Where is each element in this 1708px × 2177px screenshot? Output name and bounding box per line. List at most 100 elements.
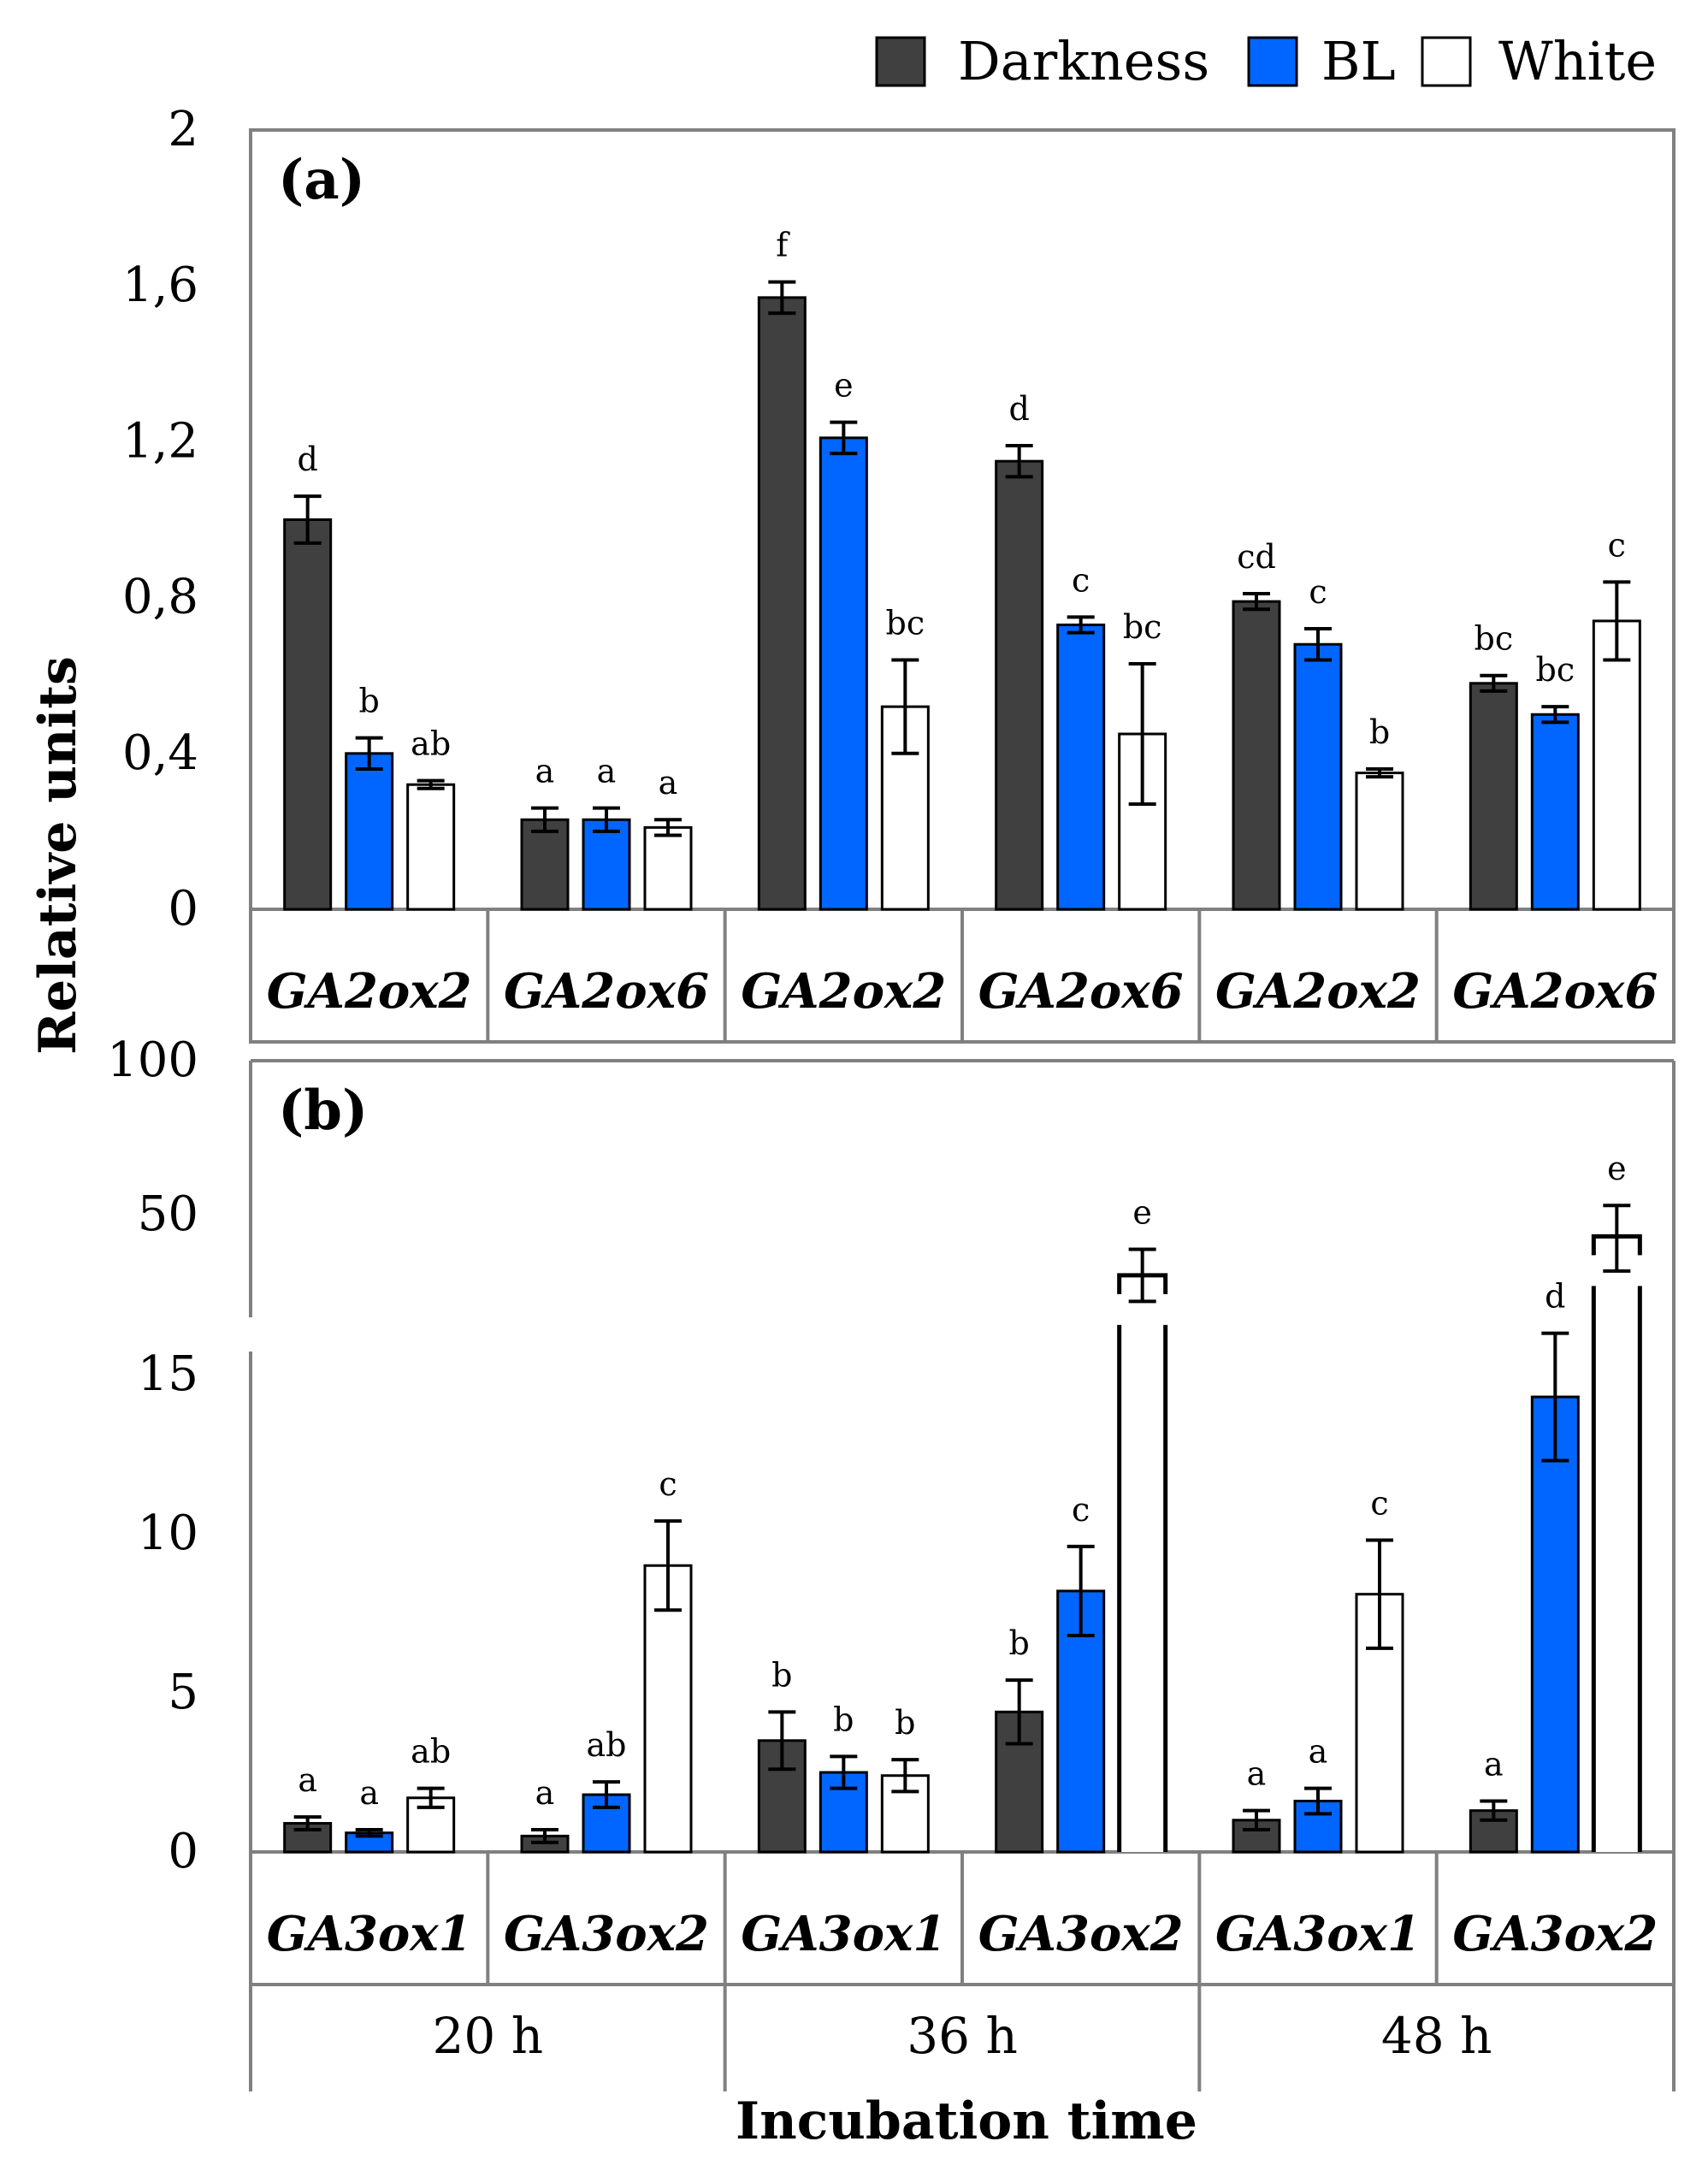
y-tick-label: 50 bbox=[138, 1186, 198, 1242]
gene-label: GA2ox2 bbox=[267, 963, 472, 1020]
significance-label: e bbox=[1132, 1194, 1152, 1232]
bar-darkness bbox=[757, 296, 807, 911]
gene-label: GA3ox1 bbox=[741, 1906, 946, 1962]
y-tick-label: 0 bbox=[168, 881, 198, 937]
y-tick-label: 100 bbox=[107, 1032, 198, 1088]
legend-swatch-bl bbox=[1247, 36, 1298, 87]
time-label: 20 h bbox=[433, 2007, 544, 2065]
gene-label: GA3ox2 bbox=[1452, 1906, 1658, 1962]
bar-darkness bbox=[1469, 682, 1518, 911]
legend-swatch-white bbox=[1421, 36, 1472, 87]
significance-label: bc bbox=[886, 604, 925, 642]
significance-label: e bbox=[1607, 1150, 1627, 1187]
significance-label: b bbox=[1009, 1624, 1030, 1662]
significance-label: bc bbox=[1536, 651, 1575, 689]
significance-label: a bbox=[1484, 1745, 1504, 1783]
significance-label: b bbox=[833, 1701, 854, 1738]
gene-label: GA2ox6 bbox=[978, 963, 1184, 1020]
panel-a-frame bbox=[249, 128, 1675, 1044]
bar-bl bbox=[1056, 623, 1106, 911]
x-axis-title: Incubation time bbox=[736, 2091, 1197, 2151]
bar-darkness bbox=[283, 518, 333, 911]
y-tick-label: 0,4 bbox=[122, 725, 198, 781]
bar-bl bbox=[819, 436, 868, 911]
legend-label-white: White bbox=[1498, 30, 1657, 92]
significance-label: a bbox=[597, 753, 617, 790]
gene-label: GA3ox1 bbox=[267, 1906, 472, 1962]
legend-label-darkness: Darkness bbox=[958, 30, 1209, 92]
time-label: 36 h bbox=[907, 2007, 1018, 2065]
bar-white-lower bbox=[1593, 1286, 1640, 1852]
significance-label: a bbox=[535, 753, 555, 790]
significance-label: a bbox=[298, 1761, 317, 1799]
significance-label: d bbox=[298, 441, 318, 478]
gene-label: GA2ox2 bbox=[1215, 963, 1421, 1020]
legend-label-bl: BL bbox=[1321, 30, 1396, 92]
gene-label: GA2ox6 bbox=[504, 963, 709, 1020]
significance-label: ab bbox=[411, 725, 451, 763]
significance-label: a bbox=[1247, 1755, 1267, 1793]
significance-label: d bbox=[1009, 390, 1030, 428]
significance-label: c bbox=[1309, 573, 1327, 611]
y-tick-label: 15 bbox=[138, 1346, 198, 1402]
bar-bl bbox=[345, 752, 394, 911]
legend-swatch-darkness bbox=[875, 36, 926, 87]
legend: Darkness BL White bbox=[875, 30, 1657, 92]
bar-darkness bbox=[1232, 600, 1281, 911]
bar-white bbox=[643, 825, 693, 911]
bar-bl bbox=[1293, 642, 1343, 911]
bar-darkness bbox=[1469, 1809, 1518, 1854]
bar-bl bbox=[1530, 1395, 1580, 1854]
bar-darkness bbox=[995, 459, 1044, 911]
bar-bl bbox=[1530, 713, 1580, 911]
gene-label: GA2ox2 bbox=[741, 963, 946, 1020]
y-axis-title: Relative units bbox=[28, 656, 88, 1055]
y-tick-label: 2 bbox=[168, 102, 198, 157]
y-tick-label: 1,6 bbox=[122, 257, 198, 313]
significance-label: b bbox=[895, 1704, 915, 1742]
y-tick-label: 0 bbox=[168, 1824, 198, 1879]
significance-label: bc bbox=[1475, 620, 1514, 658]
significance-label: f bbox=[776, 227, 790, 264]
gene-label: GA2ox6 bbox=[1452, 963, 1658, 1020]
gene-label: GA3ox2 bbox=[978, 1906, 1184, 1962]
significance-label: ab bbox=[587, 1726, 627, 1764]
bar-white bbox=[406, 783, 456, 911]
significance-label: b bbox=[359, 683, 380, 720]
significance-label: d bbox=[1545, 1278, 1565, 1316]
significance-label: a bbox=[1309, 1733, 1328, 1771]
gene-label: GA3ox2 bbox=[504, 1906, 709, 1962]
bar-darkness bbox=[520, 818, 570, 911]
significance-label: b bbox=[771, 1656, 792, 1694]
time-label: 48 h bbox=[1381, 2007, 1492, 2065]
significance-label: e bbox=[834, 367, 854, 405]
significance-label: c bbox=[1072, 1491, 1090, 1529]
significance-label: a bbox=[359, 1774, 379, 1812]
y-tick-label: 5 bbox=[168, 1665, 198, 1720]
y-tick-label: 0,8 bbox=[122, 570, 198, 625]
significance-label: ab bbox=[411, 1733, 451, 1771]
bar-white bbox=[643, 1564, 693, 1854]
bar-bl bbox=[582, 818, 631, 911]
significance-label: c bbox=[1370, 1484, 1388, 1522]
y-tick-label: 1,2 bbox=[122, 413, 198, 469]
significance-label: cd bbox=[1237, 538, 1276, 576]
significance-label: a bbox=[659, 764, 678, 802]
bar-white bbox=[1355, 1593, 1404, 1854]
panel-b-label: (b) bbox=[278, 1079, 368, 1143]
significance-label: b bbox=[1369, 713, 1390, 751]
significance-label: a bbox=[535, 1774, 555, 1812]
gene-label: GA3ox1 bbox=[1215, 1906, 1421, 1962]
significance-label: c bbox=[1072, 561, 1090, 599]
bar-white bbox=[1592, 619, 1641, 911]
bar-white bbox=[1355, 772, 1404, 911]
significance-label: bc bbox=[1123, 608, 1162, 646]
panel-a-label: (a) bbox=[278, 148, 365, 212]
y-tick-label: 10 bbox=[138, 1506, 198, 1561]
significance-label: c bbox=[659, 1465, 677, 1503]
bar-white-lower bbox=[1119, 1324, 1166, 1852]
significance-label: c bbox=[1608, 526, 1626, 564]
